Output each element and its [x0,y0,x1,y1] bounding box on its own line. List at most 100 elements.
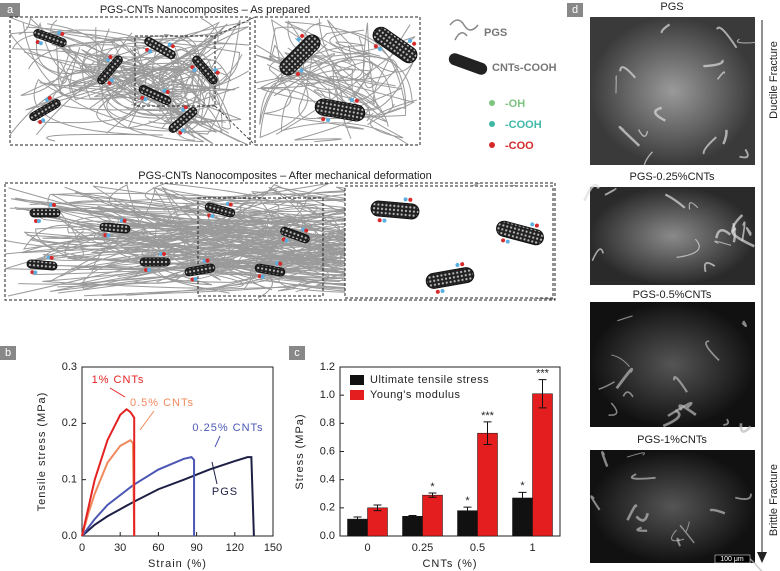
nanotube [280,226,310,244]
carboxyl [228,202,233,207]
significance: *** [536,368,550,380]
nanotube-body [192,55,218,85]
x-tick-label: 0 [364,542,370,554]
hydroxyl [38,41,43,46]
carboxyl [205,258,210,263]
nanotube [139,252,171,272]
scale-bar-label: 100 μm [720,556,744,563]
x-tick-label: 150 [264,542,282,554]
leader [139,410,155,431]
carboxyl [144,268,148,272]
bar [477,432,498,537]
legend-swatch [350,390,364,400]
bar [367,507,388,537]
legend-icon [448,53,488,75]
nanotube [372,26,418,64]
micrograph-texture [630,473,656,480]
micrograph-texture [679,524,695,544]
y-tick-label: 0.4 [320,474,335,486]
error-bar [538,379,547,409]
y-tick-label: 0.6 [320,445,335,457]
arrow-label: Ductile Fracture [768,41,780,119]
x-axis-label: Strain (%) [148,558,207,570]
micrograph [590,450,755,563]
micrograph-texture [626,504,638,521]
y-tick-label: 0.3 [62,361,77,373]
hydroxyl [210,214,215,219]
hydroxyl [41,118,46,123]
hydroxyl [326,118,331,123]
panel-label-box [289,346,305,360]
nanotube-body [279,34,321,76]
carboxyl [52,203,56,207]
nanotube-body [370,200,420,220]
micrograph-texture [703,262,716,273]
carboxyl [30,270,35,275]
nanotube [99,218,131,238]
scale-bar [714,554,751,564]
y-tick-label: 0.2 [320,502,335,514]
panel-label: b [5,347,11,359]
legend-text: -COOH [505,119,542,131]
error-bar [353,516,362,522]
error-bar [463,506,472,515]
micrograph-texture [660,23,671,34]
legend-icon [449,19,479,41]
hydroxyl [167,42,172,47]
hydroxyl [505,239,510,244]
carboxyl [145,47,150,52]
hydroxyl [49,203,53,207]
curve [81,407,136,537]
micrograph-texture [676,238,700,258]
hydroxyl [109,78,114,83]
hydroxyl [57,30,62,35]
micrograph-texture [673,376,688,393]
carboxyl [165,90,170,95]
micrograph-texture [615,367,634,390]
legend-text: -OH [505,98,525,110]
legend-icon [489,100,495,106]
carboxyl [60,31,65,36]
carboxyl [373,44,378,49]
micrograph-texture [709,508,726,515]
hydroxyl [119,218,124,223]
micrograph-texture [636,526,648,532]
hydroxyl [382,218,387,223]
arrow-label: Brittle Fracture [768,464,780,536]
micrograph-texture [741,221,746,242]
micrograph-texture [604,187,617,196]
micrograph-texture [643,151,653,166]
micrographs: PGS PGS-0.25%CNTs PGS-0.5%CNTs PGS-1%CNTs 10… [583,1,763,571]
significance: * [430,481,435,493]
plot-frame [81,366,274,537]
hydroxyl [162,88,167,93]
nanotube-body [314,98,366,122]
zoom-line [214,16,256,37]
hydroxyl [44,97,49,102]
micrograph-texture [654,106,666,122]
significance: *** [481,410,495,422]
carboxyl [304,228,309,233]
legend-text: PGS [484,27,507,39]
polymer-chain [275,29,398,122]
carboxyl [435,289,440,294]
polymer-chain [264,56,365,130]
hydroxyl [260,274,265,279]
hydroxyl [159,252,163,256]
panel-label-box [567,3,583,17]
x-axis-label: CNTs (%) [422,558,477,570]
micrograph-texture [688,202,699,210]
curve [81,456,196,537]
nanotube-body [280,226,310,244]
micrograph-texture [598,381,615,390]
hydroxyl [408,38,413,43]
hydroxyl [530,222,535,227]
carboxyl [38,120,43,125]
micrograph-texture [739,148,749,159]
nanotube-body [204,202,236,218]
polymer-chain [106,19,241,135]
image-label: PGS [660,1,683,13]
micrograph-texture [622,391,634,398]
micrograph-texture [670,529,685,542]
hydroxyl [296,37,301,42]
